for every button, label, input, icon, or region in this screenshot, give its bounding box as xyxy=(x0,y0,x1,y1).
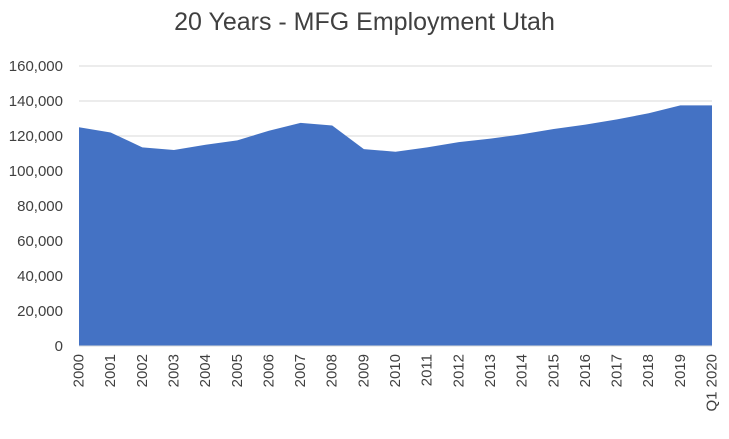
x-tick-label: 2017 xyxy=(609,354,626,387)
x-tick-label: 2002 xyxy=(134,354,151,387)
area-series xyxy=(79,105,712,346)
y-tick-label: 60,000 xyxy=(17,233,63,250)
y-axis: 0 20,000 40,000 60,000 80,000 100,000 120,000 1… xyxy=(9,58,63,355)
y-tick-label: 120,000 xyxy=(9,128,63,145)
x-tick-label: Q1 2020 xyxy=(704,354,721,412)
x-tick-label: 2018 xyxy=(640,354,657,387)
y-tick-label: 80,000 xyxy=(17,198,63,215)
area-series-fill xyxy=(79,105,712,346)
y-tick-label: 20,000 xyxy=(17,303,63,320)
y-tick-label: 160,000 xyxy=(9,58,63,75)
x-tick-label: 2015 xyxy=(545,354,562,387)
x-tick-label: 2013 xyxy=(482,354,499,387)
x-tick-label: 2009 xyxy=(355,354,372,387)
y-tick-label: 40,000 xyxy=(17,268,63,285)
x-tick-label: 2003 xyxy=(165,354,182,387)
x-tick-label: 2014 xyxy=(514,354,531,387)
x-tick-label: 2006 xyxy=(260,354,277,387)
x-tick-label: 2005 xyxy=(229,354,246,387)
x-axis: 2000 2001 2002 2003 2004 2005 2006 2007 2008 2009… xyxy=(71,345,721,412)
y-tick-label: 100,000 xyxy=(9,163,63,180)
x-tick-label: 2000 xyxy=(71,354,88,387)
x-tick-label: 2016 xyxy=(577,354,594,387)
x-tick-label: 2010 xyxy=(387,354,404,387)
x-tick-label: 2004 xyxy=(197,354,214,387)
x-tick-label: 2019 xyxy=(672,354,689,387)
x-tick-label: 2012 xyxy=(450,354,467,387)
chart-title: 20 Years - MFG Employment Utah xyxy=(174,8,555,36)
x-tick-label: 2011 xyxy=(419,354,436,386)
x-tick-label: 2008 xyxy=(324,354,341,387)
x-tick-label: 2001 xyxy=(102,354,119,387)
x-tick-label: 2007 xyxy=(292,354,309,387)
y-tick-label: 0 xyxy=(55,338,63,355)
y-tick-label: 140,000 xyxy=(9,93,63,110)
